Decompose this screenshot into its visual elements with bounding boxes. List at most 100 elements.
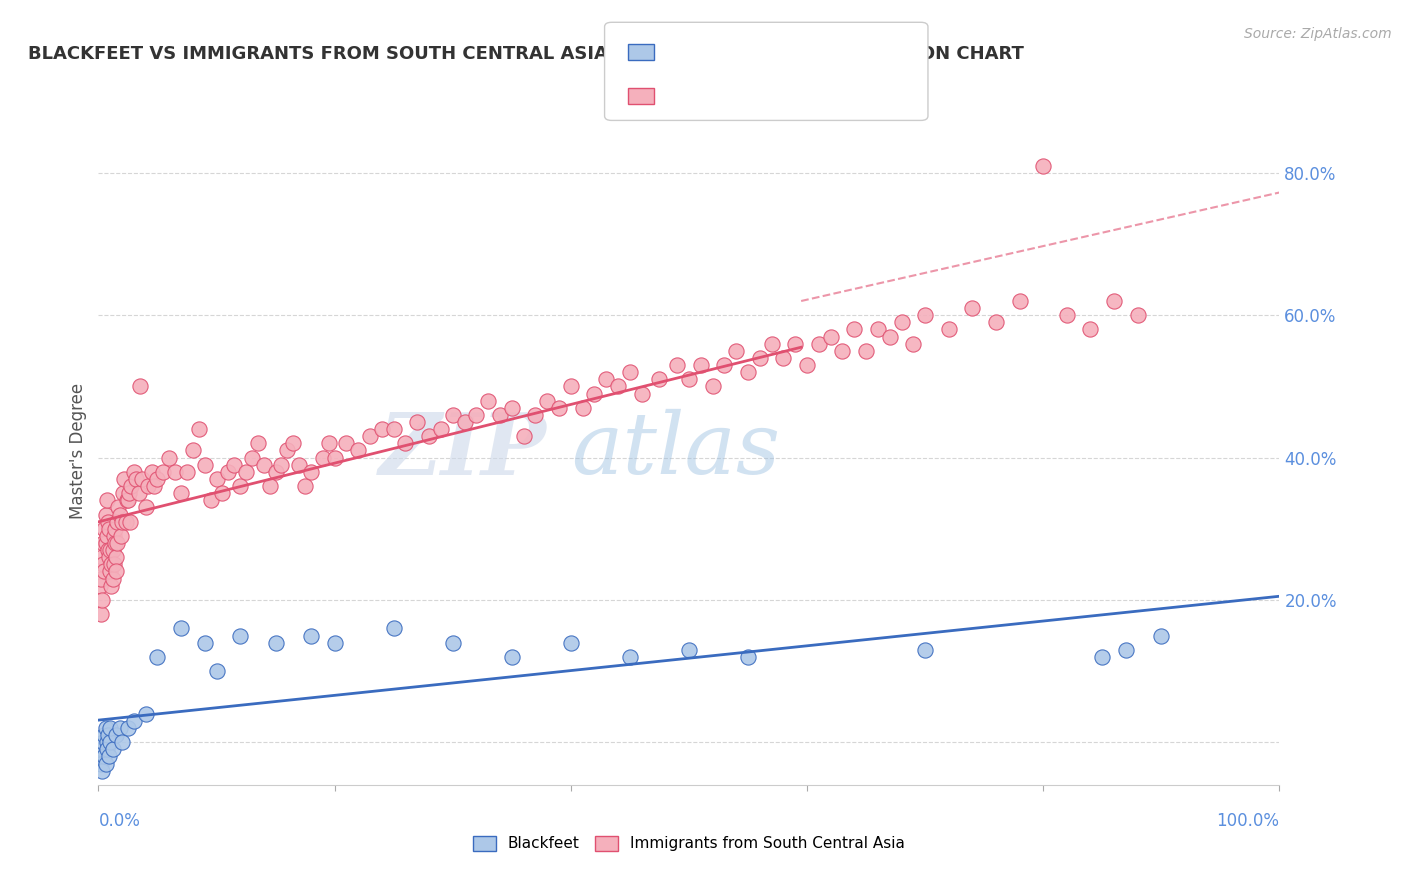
Point bbox=[122, 714, 145, 728]
Point bbox=[101, 742, 124, 756]
Point bbox=[465, 408, 488, 422]
Point bbox=[855, 343, 877, 358]
Point bbox=[94, 508, 117, 522]
Text: atlas: atlas bbox=[571, 409, 780, 491]
Point bbox=[879, 329, 901, 343]
Point bbox=[259, 479, 281, 493]
Point bbox=[371, 422, 394, 436]
Point bbox=[111, 515, 134, 529]
Point bbox=[1032, 159, 1054, 173]
Point bbox=[560, 379, 582, 393]
Point bbox=[98, 543, 121, 558]
Point bbox=[93, 522, 115, 536]
Point bbox=[235, 465, 257, 479]
Point bbox=[98, 735, 121, 749]
Point bbox=[89, 579, 111, 593]
Point bbox=[91, 550, 114, 565]
Point bbox=[406, 415, 429, 429]
Point bbox=[111, 735, 134, 749]
Point bbox=[571, 401, 593, 415]
Text: R =: R = bbox=[665, 43, 704, 61]
Point bbox=[194, 458, 217, 472]
Point bbox=[323, 450, 346, 465]
Point bbox=[96, 735, 118, 749]
Point bbox=[318, 436, 340, 450]
Point bbox=[91, 742, 114, 756]
Point bbox=[114, 515, 136, 529]
Point bbox=[100, 558, 122, 572]
Point bbox=[240, 450, 263, 465]
Point bbox=[125, 472, 148, 486]
Point bbox=[430, 422, 453, 436]
Point bbox=[737, 365, 759, 379]
Point bbox=[90, 607, 112, 622]
Point bbox=[105, 728, 128, 742]
Point bbox=[96, 529, 118, 543]
Point bbox=[702, 379, 724, 393]
Point bbox=[890, 315, 912, 329]
Text: 140: 140 bbox=[792, 87, 830, 105]
Point bbox=[91, 735, 114, 749]
Point bbox=[323, 635, 346, 649]
Point bbox=[689, 358, 711, 372]
Point bbox=[128, 379, 150, 393]
Point bbox=[96, 493, 118, 508]
Point bbox=[128, 486, 150, 500]
Point bbox=[94, 756, 117, 771]
Point bbox=[1150, 628, 1173, 642]
Text: N =: N = bbox=[759, 87, 799, 105]
Point bbox=[205, 664, 228, 678]
Text: R =: R = bbox=[665, 87, 704, 105]
Point bbox=[170, 621, 193, 635]
Text: 41: 41 bbox=[792, 43, 817, 61]
Text: BLACKFEET VS IMMIGRANTS FROM SOUTH CENTRAL ASIA MASTER'S DEGREE CORRELATION CHAR: BLACKFEET VS IMMIGRANTS FROM SOUTH CENTR… bbox=[28, 45, 1024, 62]
Point bbox=[105, 565, 128, 579]
Point bbox=[283, 436, 305, 450]
Point bbox=[524, 408, 547, 422]
Point bbox=[312, 450, 335, 465]
Point bbox=[418, 429, 440, 443]
Point bbox=[181, 443, 204, 458]
Point bbox=[115, 493, 138, 508]
Point bbox=[89, 749, 111, 764]
Point bbox=[276, 443, 298, 458]
Point bbox=[187, 422, 209, 436]
Point bbox=[536, 393, 558, 408]
Point bbox=[104, 522, 127, 536]
Text: 0.140: 0.140 bbox=[700, 43, 756, 61]
Text: 100.0%: 100.0% bbox=[1216, 812, 1279, 830]
Point bbox=[94, 721, 117, 735]
Point bbox=[91, 558, 114, 572]
Text: N =: N = bbox=[759, 43, 799, 61]
Point bbox=[1091, 649, 1114, 664]
Point bbox=[117, 493, 139, 508]
Point bbox=[725, 343, 748, 358]
Text: 0.664: 0.664 bbox=[700, 87, 756, 105]
Point bbox=[678, 372, 700, 386]
Point bbox=[761, 336, 783, 351]
Text: Source: ZipAtlas.com: Source: ZipAtlas.com bbox=[1244, 27, 1392, 41]
Point bbox=[253, 458, 276, 472]
Point bbox=[630, 386, 652, 401]
Point bbox=[1115, 642, 1137, 657]
Point bbox=[142, 479, 165, 493]
Point bbox=[299, 628, 322, 642]
Point bbox=[619, 365, 641, 379]
Point bbox=[135, 706, 157, 721]
Point bbox=[748, 351, 770, 365]
Point bbox=[101, 572, 124, 586]
Point bbox=[270, 458, 292, 472]
Point bbox=[118, 486, 141, 500]
Point bbox=[607, 379, 630, 393]
Point bbox=[205, 472, 228, 486]
Point bbox=[288, 458, 311, 472]
Point bbox=[98, 749, 121, 764]
Point bbox=[914, 642, 936, 657]
Point bbox=[382, 422, 405, 436]
Point bbox=[713, 358, 735, 372]
Point bbox=[152, 465, 174, 479]
Point bbox=[103, 558, 125, 572]
Point bbox=[501, 401, 523, 415]
Point bbox=[441, 635, 464, 649]
Point bbox=[844, 322, 866, 336]
